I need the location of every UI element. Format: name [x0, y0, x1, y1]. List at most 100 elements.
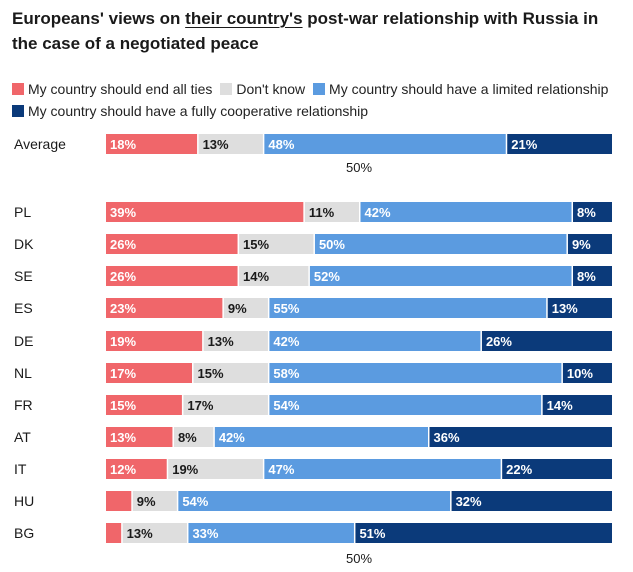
bar-de-end_ties — [106, 331, 203, 351]
bar-nl-end_ties — [106, 363, 193, 383]
chart-title-part-3: post-war relationship with Russia in the… — [12, 9, 599, 53]
bar-row-average: Average 18% 13% 48% 21% — [14, 134, 612, 154]
bar-bg-dont_know — [122, 523, 187, 543]
bar-row-it: IT 12% 19% 47% 22% — [14, 459, 612, 479]
chart-title: Europeans' views on their country's post… — [12, 6, 622, 56]
legend-swatch-end-ties — [12, 83, 24, 95]
data-label-es-end_ties: 23% — [110, 301, 136, 316]
data-label-nl-dont_know: 15% — [198, 366, 224, 381]
bar-row-at: AT 13% 8% 42% 36% — [14, 427, 612, 447]
row-label-at: AT — [14, 429, 31, 445]
bar-row-de: DE 19% 13% 42% 26% — [14, 331, 612, 351]
chart-legend: My country should end all ties Don't kno… — [12, 78, 622, 122]
legend-swatch-limited — [313, 83, 326, 95]
bar-hu-cooperative — [451, 491, 612, 511]
data-label-de-dont_know: 13% — [208, 334, 234, 349]
bar-se-cooperative — [573, 266, 612, 286]
data-label-at-dont_know: 8% — [178, 430, 197, 445]
row-label-bg: BG — [14, 525, 34, 541]
bar-it-cooperative — [502, 459, 612, 479]
bar-average-limited — [264, 134, 506, 154]
data-label-pl-end_ties: 39% — [110, 205, 136, 220]
data-label-pl-dont_know: 11% — [309, 205, 335, 220]
bar-bg-limited — [188, 523, 354, 543]
bar-row-pl: PL 39% 11% 42% 8% — [14, 202, 612, 222]
bar-es-limited — [269, 298, 547, 318]
legend-item-dont-know: Don't know — [220, 81, 305, 97]
bar-hu-dont_know — [132, 491, 177, 511]
legend-item-limited: My country should have a limited relatio… — [313, 81, 608, 97]
data-label-dk-limited: 50% — [319, 237, 345, 252]
bar-row-dk: DK 26% 15% 50% 9% — [14, 234, 612, 254]
data-label-pl-cooperative: 8% — [577, 205, 596, 220]
bar-bg-cooperative — [355, 523, 612, 543]
bar-average-dont_know — [198, 134, 263, 154]
data-label-es-dont_know: 9% — [228, 301, 247, 316]
data-label-es-cooperative: 13% — [552, 301, 578, 316]
data-label-at-end_ties: 13% — [110, 430, 136, 445]
bar-it-dont_know — [168, 459, 263, 479]
data-label-se-dont_know: 14% — [243, 269, 269, 284]
legend-label-cooperative: My country should have a fully cooperati… — [28, 103, 369, 119]
data-label-average-cooperative: 21% — [511, 137, 537, 152]
row-label-pl: PL — [14, 204, 31, 220]
bar-row-nl: NL 17% 15% 58% 10% — [14, 363, 612, 383]
data-label-dk-dont_know: 15% — [243, 237, 269, 252]
bar-de-cooperative — [481, 331, 612, 351]
chart-title-part-1: Europeans' views on — [12, 9, 186, 28]
data-label-at-cooperative: 36% — [434, 430, 460, 445]
row-label-es: ES — [14, 300, 33, 316]
data-label-bg-dont_know: 13% — [127, 526, 153, 541]
bar-row-se: SE 26% 14% 52% 8% — [14, 266, 612, 286]
row-label-de: DE — [14, 333, 33, 349]
data-label-it-cooperative: 22% — [506, 462, 532, 477]
row-label-it: IT — [14, 461, 27, 477]
data-label-se-end_ties: 26% — [110, 269, 136, 284]
bar-nl-dont_know — [193, 363, 268, 383]
data-label-se-cooperative: 8% — [577, 269, 596, 284]
row-label-fr: FR — [14, 397, 33, 413]
legend-label-limited: My country should have a limited relatio… — [329, 81, 609, 97]
bar-es-dont_know — [223, 298, 268, 318]
bar-fr-cooperative — [542, 395, 612, 415]
bar-nl-limited — [269, 363, 562, 383]
bar-fr-limited — [269, 395, 542, 415]
bar-es-end_ties — [106, 298, 223, 318]
data-label-at-limited: 42% — [219, 430, 245, 445]
data-label-dk-end_ties: 26% — [110, 237, 136, 252]
data-label-de-end_ties: 19% — [110, 334, 136, 349]
data-label-bg-cooperative: 51% — [359, 526, 385, 541]
bar-it-limited — [264, 459, 501, 479]
bar-row-hu: HU 9% 54% 32% — [14, 491, 612, 511]
bar-at-dont_know — [173, 427, 214, 447]
data-label-average-dont_know: 13% — [203, 137, 229, 152]
legend-swatch-dont-know — [220, 83, 233, 95]
legend-label-dont-know: Don't know — [236, 81, 306, 97]
row-label-se: SE — [14, 268, 33, 284]
bar-nl-cooperative — [562, 363, 612, 383]
bar-row-bg: BG 13% 33% 51% — [14, 523, 612, 543]
legend-item-end-ties: My country should end all ties — [12, 81, 212, 97]
data-label-nl-cooperative: 10% — [567, 366, 593, 381]
data-label-fr-cooperative: 14% — [547, 398, 573, 413]
bar-de-dont_know — [203, 331, 268, 351]
data-label-se-limited: 52% — [314, 269, 340, 284]
bar-average-end_ties — [106, 134, 198, 154]
bar-pl-cooperative — [573, 202, 612, 222]
bar-se-dont_know — [239, 266, 309, 286]
bar-pl-limited — [360, 202, 572, 222]
midpoint-label-1: 50% — [346, 160, 372, 175]
bar-fr-end_ties — [106, 395, 182, 415]
legend-item-cooperative: My country should have a fully cooperati… — [12, 103, 368, 119]
bar-pl-end_ties — [106, 202, 304, 222]
data-label-es-limited: 55% — [273, 301, 299, 316]
data-label-average-limited: 48% — [268, 137, 294, 152]
bar-pl-dont_know — [304, 202, 359, 222]
bar-dk-end_ties — [106, 234, 238, 254]
data-label-fr-end_ties: 15% — [110, 398, 136, 413]
data-label-nl-limited: 58% — [273, 366, 299, 381]
data-label-fr-limited: 54% — [273, 398, 299, 413]
data-label-average-end_ties: 18% — [110, 137, 136, 152]
bar-bg-end_ties — [106, 523, 122, 543]
